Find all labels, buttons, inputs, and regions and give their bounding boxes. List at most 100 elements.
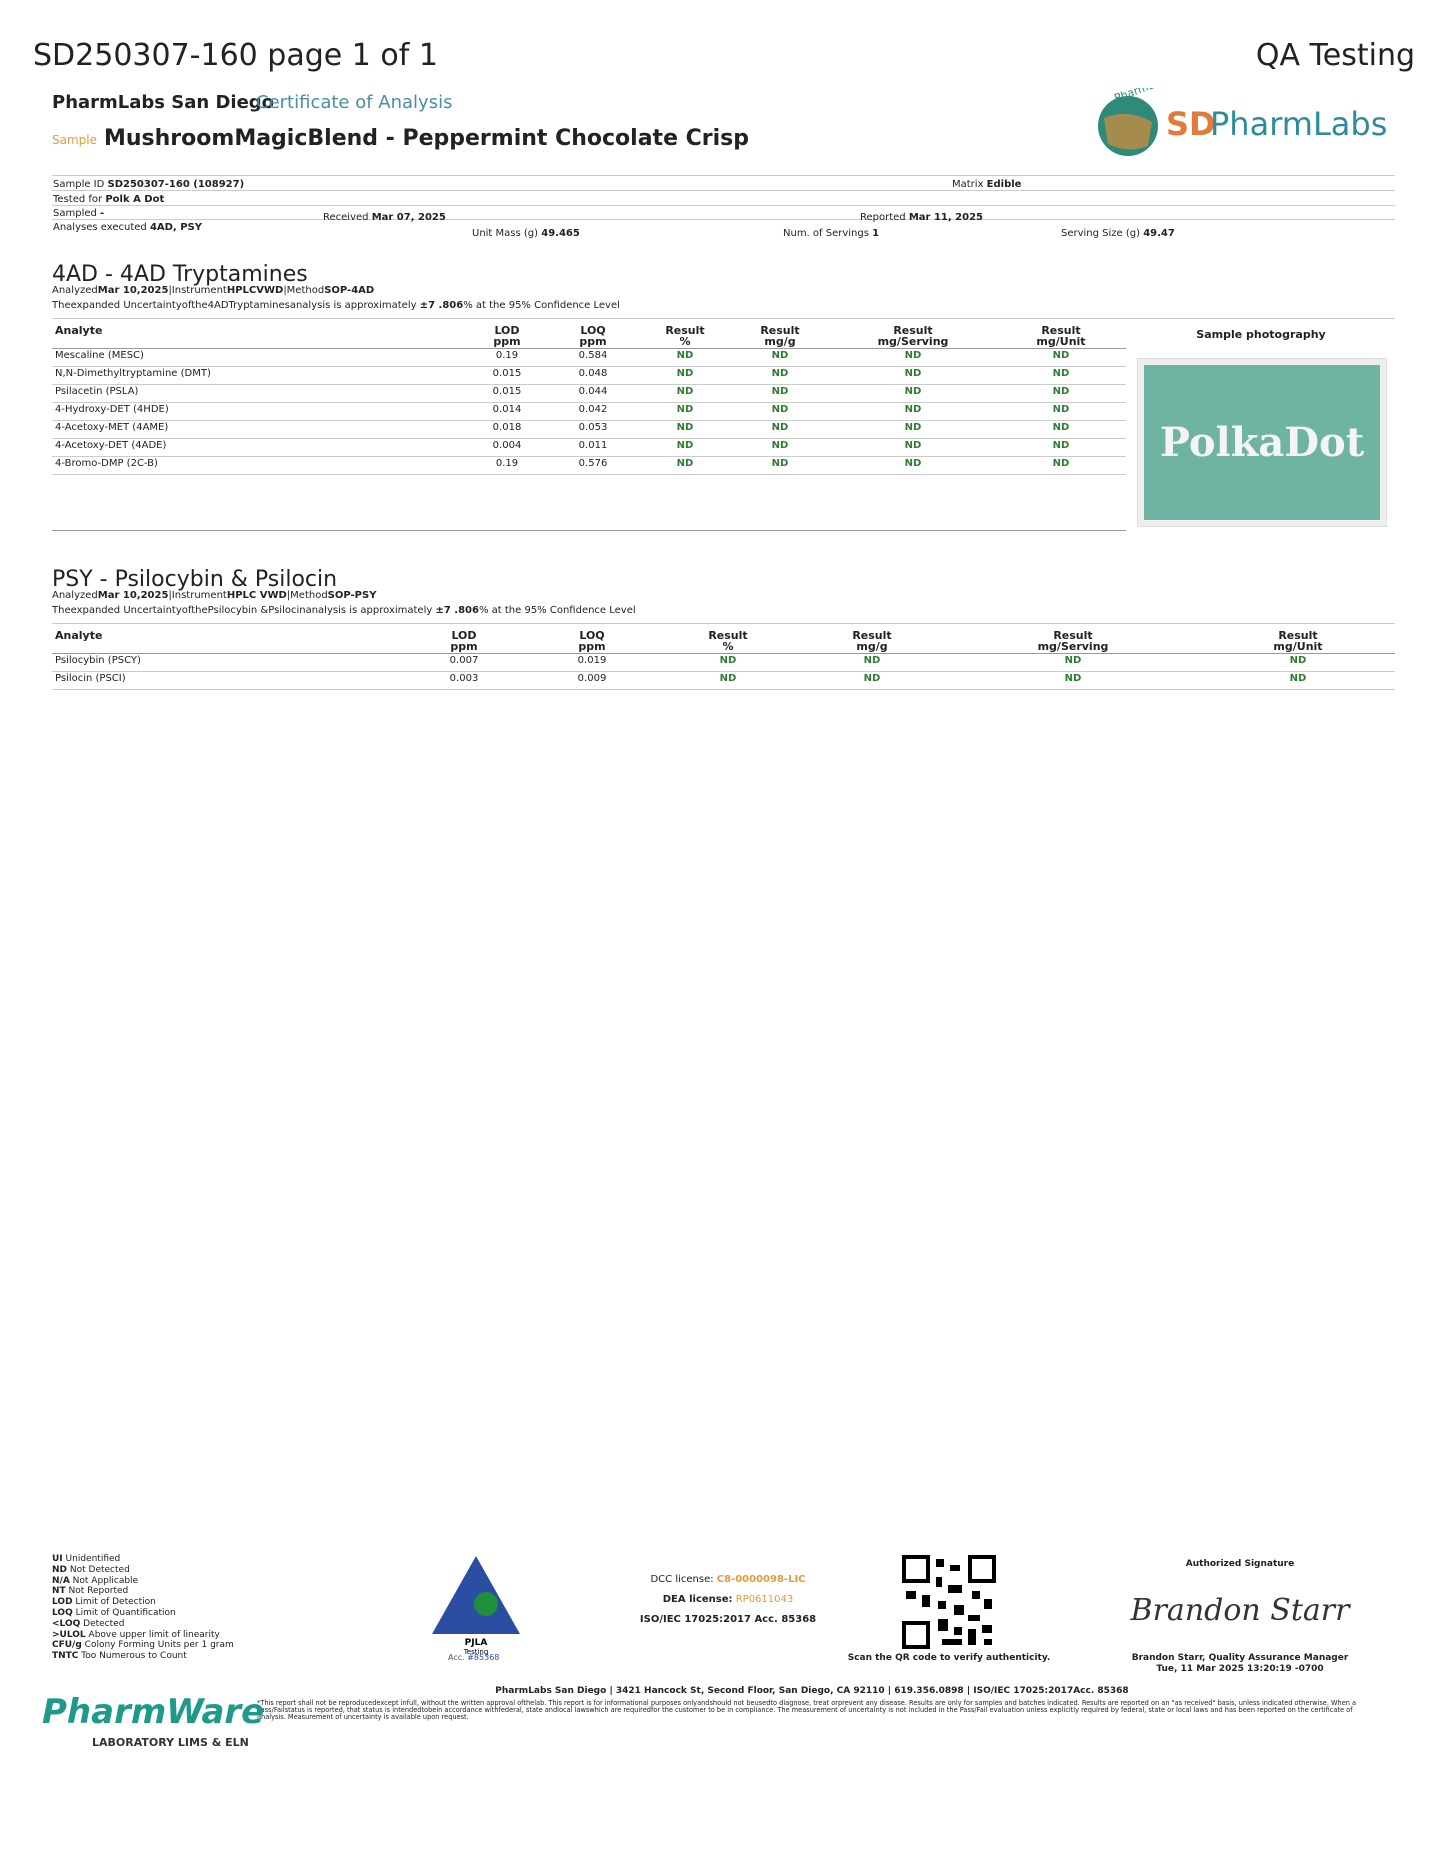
loq: 0.048	[578, 368, 608, 379]
qr-bg	[902, 1555, 996, 1649]
abbr: N/A	[52, 1575, 70, 1586]
analyte: 4-Acetoxy-DET (4ADE)	[55, 440, 167, 451]
analyte: N,N-Dimethyltryptamine (DMT)	[55, 368, 211, 379]
column-unit: mg/Serving	[1037, 640, 1109, 653]
column-header: Result	[708, 629, 748, 642]
result: ND	[1052, 386, 1070, 397]
analyzed-line: AnalyzedMar 10,2025|InstrumentHPLCVWD|Me…	[52, 285, 374, 296]
pjla-triangle	[432, 1556, 520, 1634]
qr-finder	[902, 1555, 930, 1583]
method-label: |Method	[283, 285, 325, 296]
value: C8-0000098-LIC	[716, 1574, 806, 1585]
sample-name: MushroomMagicBlend - Peppermint Chocolat…	[104, 126, 750, 151]
rule	[52, 456, 1126, 457]
abbr: >ULOL	[52, 1629, 86, 1640]
info-matrix: Matrix Edible	[952, 179, 1021, 190]
abbr: TNTC	[52, 1651, 79, 1662]
value: 49.47	[1143, 228, 1175, 239]
result: ND	[771, 350, 789, 361]
rule	[52, 366, 1126, 367]
value: 4AD, PSY	[149, 222, 202, 233]
rule	[52, 653, 1395, 654]
result: ND	[904, 350, 922, 361]
result: ND	[676, 422, 694, 433]
rule	[52, 623, 1395, 624]
column-unit: mg/Unit	[1273, 640, 1323, 653]
photo-package: PolkaDot	[1144, 365, 1380, 520]
loq: 0.011	[578, 440, 608, 451]
logo-sd: SD	[1166, 105, 1216, 143]
lod: 0.007	[449, 655, 479, 666]
legend-item: CFU/g Colony Forming Units per 1 gram	[52, 1640, 234, 1651]
result: ND	[1289, 673, 1307, 684]
column-unit: ppm	[579, 335, 607, 348]
uncertainty-value: ±7 .806	[419, 300, 464, 311]
sign-title: Authorized Signature	[1185, 1559, 1295, 1569]
pharmware-logo: PharmWare	[42, 1692, 265, 1732]
rule	[52, 219, 1395, 220]
loq: 0.019	[577, 655, 607, 666]
legend-item: N/A Not Applicable	[52, 1576, 234, 1587]
photo-brand: PolkaDot	[1159, 419, 1365, 466]
analyte: Mescaline (MESC)	[55, 350, 144, 361]
result: ND	[863, 655, 881, 666]
value: 49.465	[541, 228, 580, 239]
column-unit: ppm	[578, 640, 606, 653]
analyte: Psilocybin (PSCY)	[55, 655, 141, 666]
loq: 0.584	[578, 350, 608, 361]
value: 1	[872, 228, 880, 239]
info-servings: Num. of Servings 1	[783, 228, 879, 239]
lod: 0.015	[492, 368, 522, 379]
analyte: Psilocin (PSCI)	[55, 673, 126, 684]
column-header: Result	[665, 324, 705, 337]
info-sample-id: Sample ID SD250307-160 (108927)	[53, 179, 244, 190]
legend-item: ND Not Detected	[52, 1565, 234, 1576]
analyzed: Mar 10,2025	[97, 285, 169, 296]
rule	[52, 318, 1395, 319]
result: ND	[1064, 655, 1082, 666]
meaning: Too Numerous to Count	[81, 1651, 187, 1662]
column-unit: ppm	[493, 335, 521, 348]
meaning: Not Reported	[68, 1586, 129, 1597]
page-tag: QA Testing	[1255, 38, 1415, 73]
abbr: UI	[52, 1554, 63, 1564]
uncertainty-post: % at the 95% Confidence Level	[478, 605, 636, 616]
label: Num. of Servings	[783, 228, 869, 239]
legend-item: NT Not Reported	[52, 1586, 234, 1597]
result: ND	[771, 404, 789, 415]
rule	[52, 402, 1126, 403]
instrument: HPLC VWD	[226, 590, 287, 601]
label: DCC license:	[650, 1574, 714, 1585]
lod: 0.19	[495, 458, 519, 469]
label: Tested for	[53, 194, 103, 205]
result: ND	[904, 440, 922, 451]
result: ND	[904, 458, 922, 469]
analyte: 4-Hydroxy-DET (4HDE)	[55, 404, 169, 415]
section-title: PSY - Psilocybin & Psilocin	[52, 567, 338, 592]
result: ND	[676, 350, 694, 361]
result: ND	[1289, 655, 1307, 666]
result: ND	[1052, 350, 1070, 361]
instrument-label: |Instrument	[168, 590, 227, 601]
value: Edible	[986, 179, 1022, 190]
result: ND	[771, 422, 789, 433]
label: Matrix	[952, 179, 984, 190]
qr-modules	[906, 1559, 992, 1645]
doc-title: Certificate of Analysis	[256, 92, 453, 113]
rule	[52, 420, 1126, 421]
rule	[52, 348, 1126, 349]
instrument-label: |Instrument	[168, 285, 227, 296]
result: ND	[771, 440, 789, 451]
loq: 0.053	[578, 422, 608, 433]
label: Received	[323, 212, 369, 223]
analyte-header: Analyte	[55, 629, 103, 642]
result: ND	[1052, 440, 1070, 451]
page-id: SD250307-160 page 1 of 1	[33, 38, 438, 73]
pharmware-sub: LABORATORY LIMS & ELN	[92, 1736, 249, 1749]
pjla-globe	[474, 1592, 498, 1616]
label: DEA license:	[662, 1594, 733, 1605]
result: ND	[1052, 458, 1070, 469]
lod: 0.004	[492, 440, 522, 451]
label: Serving Size (g)	[1061, 228, 1141, 239]
instrument: HPLCVWD	[226, 285, 284, 296]
